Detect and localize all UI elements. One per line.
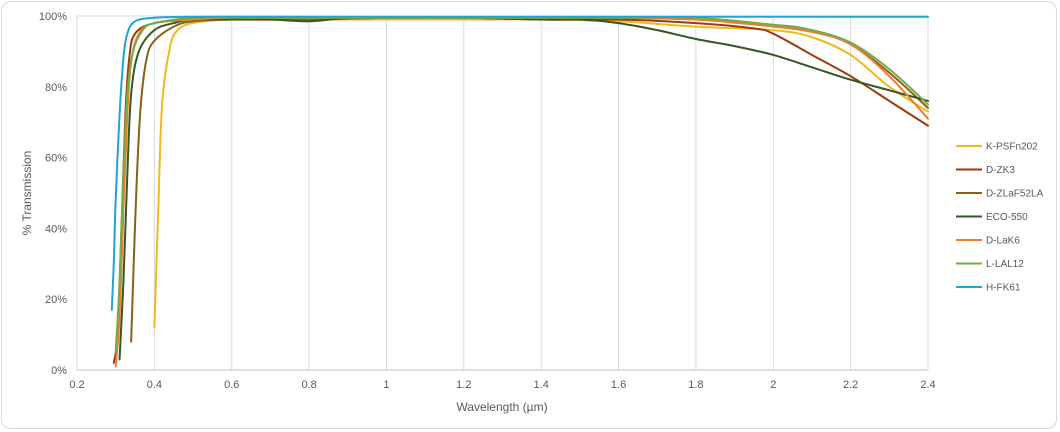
- series-line-l-lal12: [114, 16, 929, 354]
- series-line-eco-550: [118, 16, 929, 361]
- y-tick-label: 40%: [45, 223, 67, 235]
- y-tick-labels: 0% 20% 40% 60% 80% 100%: [39, 11, 67, 377]
- x-tick-label: 0.8: [301, 379, 316, 391]
- x-tick-label: 1.4: [534, 379, 549, 391]
- x-tick-label: 1.6: [611, 379, 626, 391]
- x-tick-label: 0.6: [224, 379, 239, 391]
- series-line-h-fk61: [110, 15, 929, 311]
- x-tick-labels: 0.2 0.4 0.6 0.8 1 1.2 1.4 1.6 1.8 2 2.2 2.4: [69, 379, 935, 391]
- x-tick-label: 0.4: [147, 379, 162, 391]
- x-tick-label: 2.2: [843, 379, 858, 391]
- y-axis-title: % Transmission: [20, 151, 34, 236]
- y-tick-label: 80%: [45, 82, 67, 94]
- x-tick-label: 1: [383, 379, 389, 391]
- legend-label: D-ZLaF52LA: [986, 189, 1044, 200]
- legend-label: K-PSFn202: [986, 142, 1038, 153]
- series-line-d-zk3: [112, 16, 929, 364]
- legend-label: L-LAL12: [986, 259, 1024, 270]
- y-tick-label: 60%: [45, 153, 67, 165]
- legend-label: D-LaK6: [986, 236, 1020, 247]
- gridlines: [76, 15, 929, 371]
- y-tick-label: 20%: [45, 294, 67, 306]
- x-tick-label: 2.4: [920, 379, 935, 391]
- x-tick-label: 1.8: [688, 379, 703, 391]
- series-line-d-lak6: [114, 16, 929, 368]
- x-tick-label: 1.2: [456, 379, 471, 391]
- y-tick-label: 100%: [39, 11, 67, 23]
- x-axis-title: Wavelength (µm): [456, 400, 547, 414]
- series-line-k-psfn202: [153, 18, 929, 329]
- legend-label: ECO-550: [986, 212, 1028, 223]
- series-layer: [110, 15, 929, 368]
- x-tick-label: 2: [770, 379, 776, 391]
- legend: K-PSFn202 D-ZK3 D-ZLaF52LA ECO-550 D-LaK6 L-L…: [956, 142, 1044, 294]
- y-tick-label: 0%: [51, 365, 67, 377]
- legend-label: D-ZK3: [986, 165, 1015, 176]
- legend-label: H-FK61: [986, 283, 1021, 294]
- x-tick-label: 0.2: [69, 379, 84, 391]
